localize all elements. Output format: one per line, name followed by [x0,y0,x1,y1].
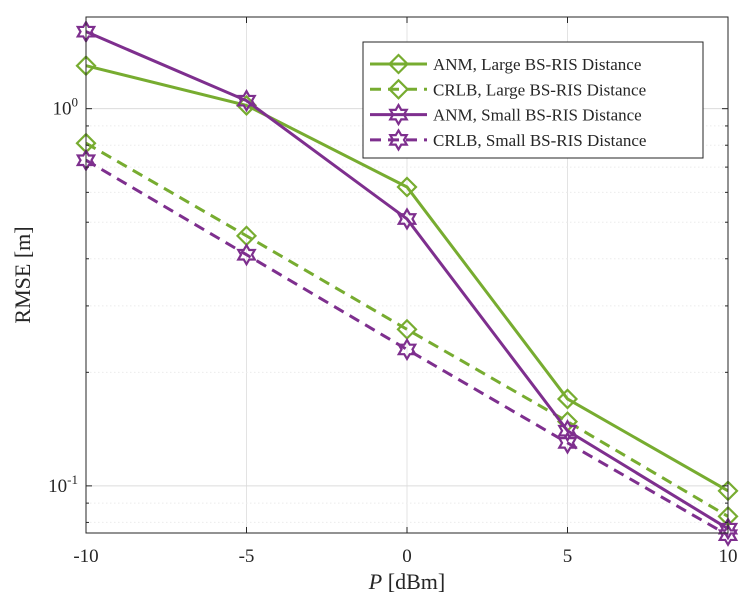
legend-marker [387,78,410,100]
tick-group: -10 -5 0 5 10 100 10-1 [48,17,738,567]
x-axis-label-unit: [dBm] [382,569,445,594]
series-line [85,64,729,493]
series-group [75,19,739,547]
y-tick-label: 100 [53,95,79,120]
data-point-marker [396,207,418,231]
x-tick-label: 5 [563,546,573,567]
legend-entry: ANM, Large BS-RIS Distance [370,53,641,75]
series-line [85,30,729,530]
x-tick-label: -5 [239,546,255,567]
data-point-marker [557,431,578,455]
legend-marker [388,102,409,127]
data-point-marker [396,176,418,198]
legend-label: ANM, Large BS-RIS Distance [433,55,641,74]
data-point-marker [236,243,257,267]
x-axis-label: P [dBm] [368,569,445,594]
data-point-marker [717,523,739,547]
x-tick-label: 0 [402,546,412,567]
legend-entry: CRLB, Large BS-RIS Distance [370,78,646,100]
legend-entry: ANM, Small BS-RIS Distance [370,102,642,127]
data-point-marker [236,88,257,113]
data-point-marker [717,516,739,541]
legend-label: CRLB, Small BS-RIS Distance [433,131,646,150]
legend-label: ANM, Small BS-RIS Distance [433,106,642,125]
x-tick-label: 10 [719,546,738,567]
data-point-marker [556,388,579,410]
y-axis-label: RMSE [m] [10,226,35,323]
data-point-marker [557,419,578,443]
legend-box [362,41,704,159]
legend-marker [388,128,409,152]
series-line [85,141,729,518]
legend-marker [387,53,410,75]
series-line [85,158,729,537]
legend: ANM, Large BS-RIS Distance CRLB, Large BS… [362,41,704,159]
x-tick-label: -10 [73,546,98,567]
legend-label: CRLB, Large BS-RIS Distance [433,80,646,99]
data-point-marker [396,337,418,362]
legend-entry: CRLB, Small BS-RIS Distance [370,128,646,152]
x-axis-label-variable: P [368,569,382,594]
y-tick-label: 10-1 [48,472,78,497]
